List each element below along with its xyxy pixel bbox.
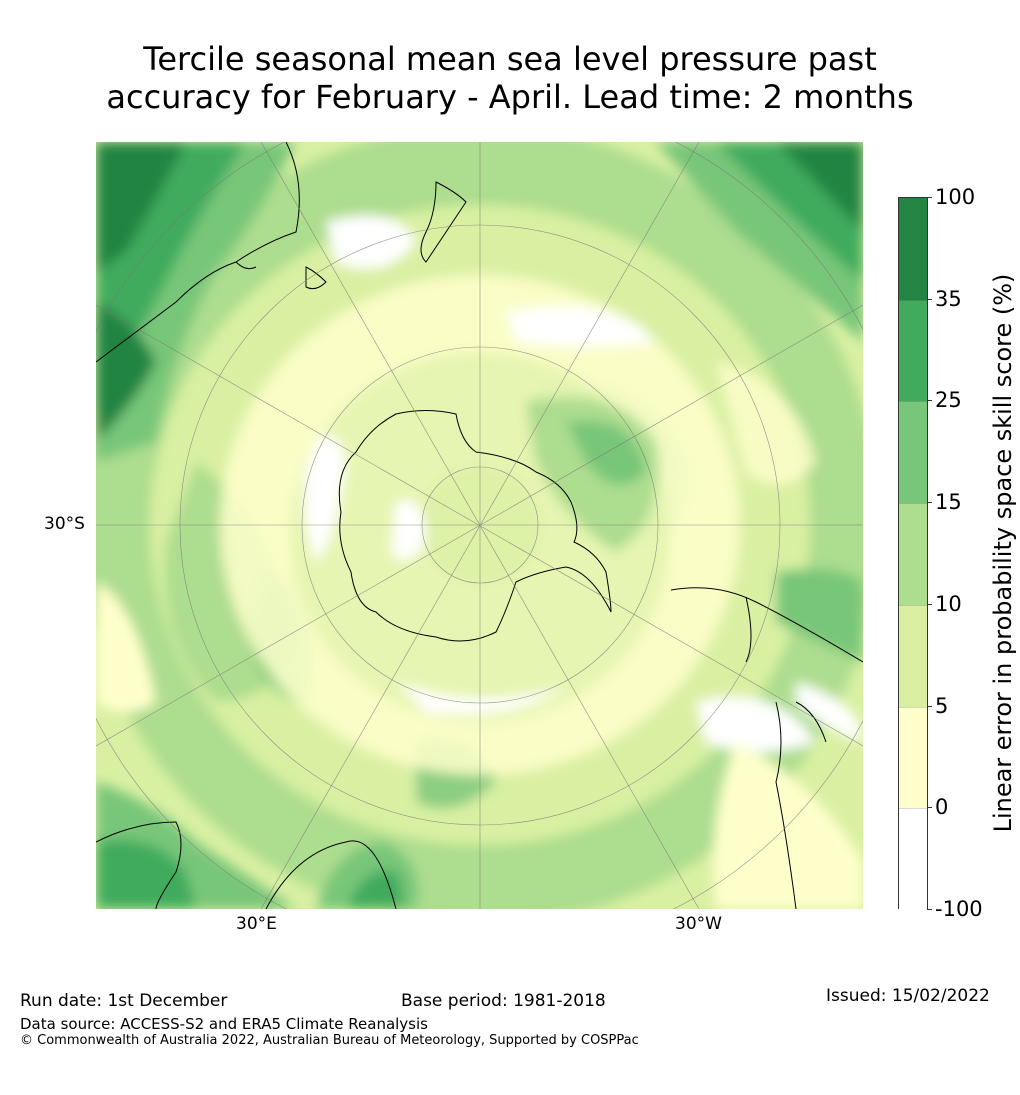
colorbar-tick-label: 100	[926, 185, 976, 209]
issued-date: Issued: 15/02/2022	[826, 986, 990, 1006]
colorbar-tick-label: -100	[927, 897, 983, 921]
antarctica-coastline	[338, 410, 612, 642]
australia-coastline	[96, 142, 327, 363]
chart-title: Tercile seasonal mean sea level pressure…	[0, 40, 1020, 116]
colorbar-bin	[899, 706, 927, 809]
lon-label-30w: 30°W	[675, 914, 722, 934]
lon-label-30e: 30°E	[236, 914, 277, 934]
title-line-2: accuracy for February - April. Lead time…	[106, 78, 914, 116]
title-line-1: Tercile seasonal mean sea level pressure…	[143, 40, 877, 78]
run-date: Run date: 1st December	[20, 991, 228, 1011]
africa-coastline	[96, 821, 397, 909]
colorbar-bin	[899, 299, 927, 402]
colorbar-bin	[899, 401, 927, 504]
graticule	[96, 142, 863, 909]
lat-label-30s: 30°S	[44, 514, 85, 534]
colorbar-tick-label: 25	[927, 388, 962, 413]
colorbar-bin	[899, 198, 927, 300]
skill-score-map	[96, 142, 863, 909]
colorbar-tick-label: 15	[927, 490, 962, 515]
coastlines	[96, 142, 863, 909]
colorbar-bin	[899, 808, 927, 910]
base-period: Base period: 1981-2018	[401, 991, 606, 1011]
colorbar-tick-label: 5	[926, 693, 949, 718]
colorbar-label: Linear error in probability space skill …	[989, 273, 1017, 833]
colorbar-tick-label: 0	[926, 795, 949, 820]
south-america-coastline	[670, 587, 863, 909]
copyright: © Commonwealth of Australia 2022, Austra…	[20, 1033, 639, 1048]
colorbar	[898, 197, 928, 910]
colorbar-bin	[899, 503, 927, 605]
colorbar-tick-label: 35	[927, 286, 962, 311]
colorbar-tick-label: 10	[927, 591, 962, 616]
colorbar-bin	[899, 604, 927, 707]
data-source: Data source: ACCESS-S2 and ERA5 Climate …	[20, 1015, 428, 1033]
new-zealand-coastline	[420, 181, 467, 263]
